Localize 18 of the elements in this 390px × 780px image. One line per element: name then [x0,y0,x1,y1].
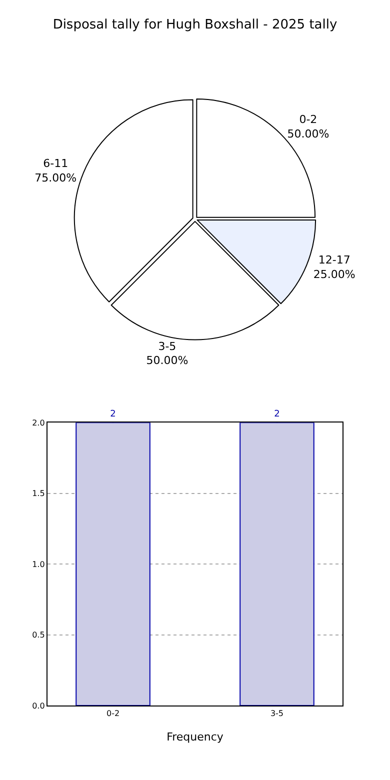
data-label: 2 [274,410,280,420]
chart-title: Disposal tally for Hugh Boxshall - 2025 tally [52,18,338,33]
slice-label: 3-5 [158,340,176,353]
y-tick-label: 1.0 [32,560,45,569]
y-tick-label: 2.0 [32,418,45,428]
slice-label: 0-2 [299,113,318,126]
x-axis-title: Frequency [166,730,224,744]
pie-slice [110,220,280,340]
data-label: 50.00% [287,127,330,140]
y-tick-label: 0.5 [32,630,45,640]
data-label: 2 [110,410,116,420]
data-label: 75.00% [34,171,77,184]
y-tick-label: 0.0 [32,701,45,710]
slice-label: 12-17 [318,254,350,267]
y-tick-label: 1.5 [32,489,45,498]
data-label: 25.00% [313,268,356,281]
data-label: 50.00% [146,354,188,368]
slice-label: 6-11 [43,157,68,170]
